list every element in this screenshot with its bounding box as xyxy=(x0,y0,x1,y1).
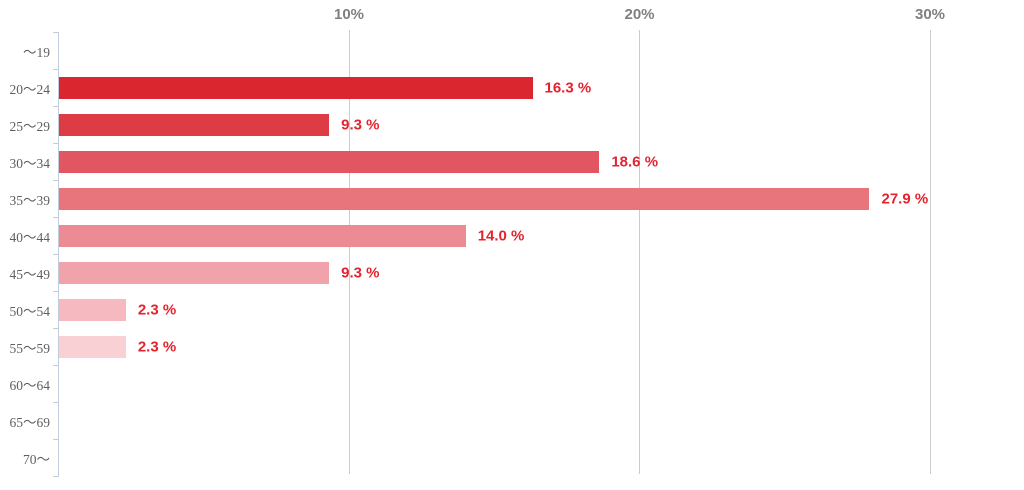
y-axis-line xyxy=(53,32,59,477)
axis-tick xyxy=(53,439,59,440)
category-label: 35〜39 xyxy=(9,192,51,208)
category-label: 70〜 xyxy=(23,451,50,467)
category-label: 45〜49 xyxy=(9,266,51,282)
axis-tick xyxy=(53,402,59,403)
bar xyxy=(59,224,466,247)
category-label: 25〜29 xyxy=(9,118,51,134)
bar xyxy=(59,298,126,321)
bar xyxy=(59,187,870,210)
category-label: 65〜69 xyxy=(9,414,51,430)
value-label: 2.3 % xyxy=(137,301,177,319)
value-label: 18.6 % xyxy=(611,153,659,171)
axis-tick xyxy=(53,254,59,255)
category-label: 55〜59 xyxy=(9,340,51,356)
value-label: 27.9 % xyxy=(881,190,929,208)
value-label: 16.3 % xyxy=(544,79,592,97)
axis-tick xyxy=(53,180,59,181)
x-tick-label: 20% xyxy=(624,6,655,23)
gridline-10 xyxy=(348,30,350,474)
axis-tick xyxy=(53,217,59,218)
bar xyxy=(59,113,330,136)
value-label: 9.3 % xyxy=(341,116,380,134)
category-label: 60〜64 xyxy=(9,377,51,393)
bar xyxy=(59,261,330,284)
axis-tick xyxy=(53,106,59,107)
gridline-30 xyxy=(929,30,931,474)
category-label: 20〜24 xyxy=(9,81,51,97)
axis-tick xyxy=(53,69,59,70)
bar xyxy=(59,150,600,173)
x-tick-label: 10% xyxy=(333,6,365,23)
x-tick-label: 30% xyxy=(914,6,946,23)
category-label: 50〜54 xyxy=(9,303,51,319)
axis-tick xyxy=(53,328,59,329)
bar xyxy=(59,76,533,99)
gridline-20 xyxy=(639,30,640,474)
category-label: 30〜34 xyxy=(9,155,51,171)
bar xyxy=(59,335,126,358)
axis-tick xyxy=(53,143,59,144)
axis-tick xyxy=(53,291,59,292)
category-label: 〜19 xyxy=(23,44,50,60)
axis-tick xyxy=(53,32,59,33)
value-label: 9.3 % xyxy=(341,264,380,282)
category-label: 40〜44 xyxy=(9,229,51,245)
value-label: 14.0 % xyxy=(477,227,525,245)
axis-tick xyxy=(53,365,59,366)
axis-tick xyxy=(53,476,59,477)
value-label: 2.3 % xyxy=(137,338,177,356)
